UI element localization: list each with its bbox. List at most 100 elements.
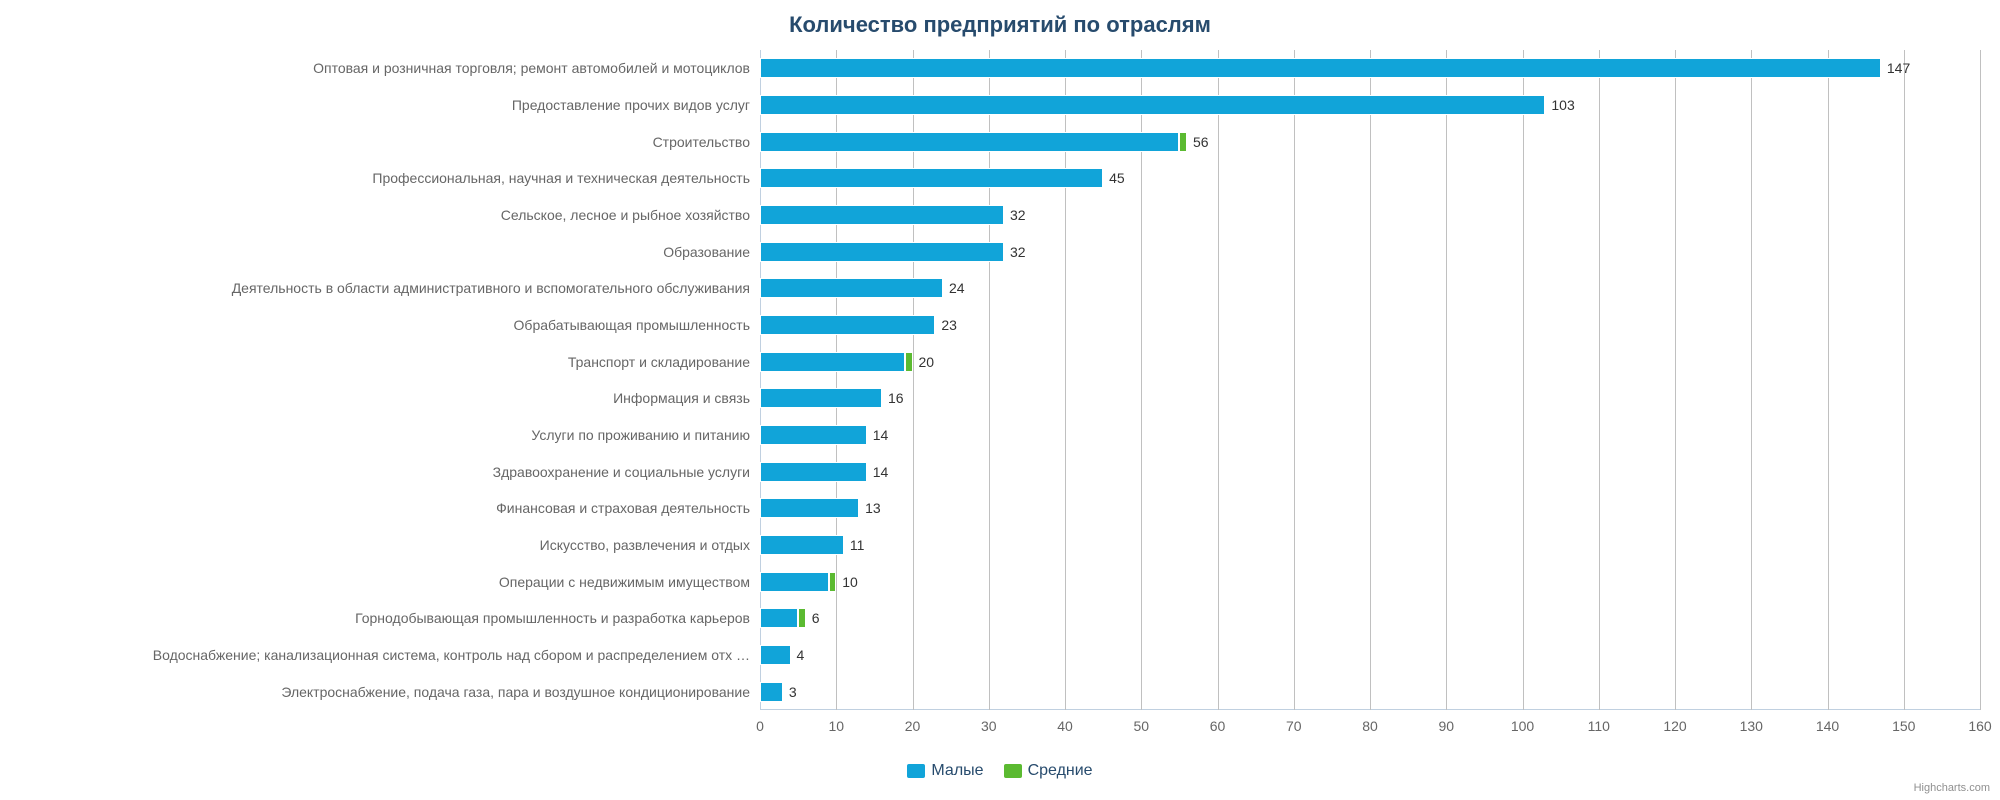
x-tick-label: 30 xyxy=(981,718,997,734)
bar-value-label: 16 xyxy=(888,390,904,406)
legend: Малые Средние xyxy=(0,762,2000,783)
bar-Малые[interactable] xyxy=(760,535,844,555)
bar-value-label: 24 xyxy=(949,280,965,296)
bar-value-label: 14 xyxy=(873,464,889,480)
bar-value-label: 3 xyxy=(789,684,797,700)
y-tick-label: Услуги по проживанию и питанию xyxy=(0,427,750,443)
bar-Малые[interactable] xyxy=(760,95,1545,115)
bar-Средние[interactable] xyxy=(1179,132,1187,152)
legend-swatch xyxy=(907,764,925,778)
bar-Малые[interactable] xyxy=(760,58,1881,78)
x-tick-label: 0 xyxy=(756,718,764,734)
legend-swatch xyxy=(1004,764,1022,778)
x-tick-label: 10 xyxy=(828,718,844,734)
bar-Малые[interactable] xyxy=(760,608,798,628)
bar-Малые[interactable] xyxy=(760,388,882,408)
y-tick-label: Финансовая и страховая деятельность xyxy=(0,500,750,516)
bar-value-label: 32 xyxy=(1010,207,1026,223)
legend-label: Средние xyxy=(1028,762,1093,780)
bar-row: 20 xyxy=(760,343,1980,380)
y-tick-label: Транспорт и складирование xyxy=(0,354,750,370)
bar-row: 24 xyxy=(760,270,1980,307)
bar-Малые[interactable] xyxy=(760,315,935,335)
bar-row: 6 xyxy=(760,600,1980,637)
bar-row: 103 xyxy=(760,87,1980,124)
y-tick-label: Оптовая и розничная торговля; ремонт авт… xyxy=(0,60,750,76)
y-tick-label: Здравоохранение и социальные услуги xyxy=(0,464,750,480)
y-tick-label: Горнодобывающая промышленность и разрабо… xyxy=(0,610,750,626)
bar-value-label: 147 xyxy=(1887,60,1910,76)
bar-Малые[interactable] xyxy=(760,572,829,592)
x-tick-label: 60 xyxy=(1210,718,1226,734)
x-tick-label: 150 xyxy=(1892,718,1915,734)
x-tick-label: 90 xyxy=(1438,718,1454,734)
bar-value-label: 10 xyxy=(842,574,858,590)
y-tick-label: Обрабатывающая промышленность xyxy=(0,317,750,333)
y-tick-label: Информация и связь xyxy=(0,390,750,406)
x-tick-label: 80 xyxy=(1362,718,1378,734)
bar-Малые[interactable] xyxy=(760,132,1179,152)
bar-Средние[interactable] xyxy=(829,572,837,592)
bar-Малые[interactable] xyxy=(760,242,1004,262)
x-tick-label: 70 xyxy=(1286,718,1302,734)
x-tick-label: 40 xyxy=(1057,718,1073,734)
bar-row: 4 xyxy=(760,637,1980,674)
y-tick-label: Искусство, развлечения и отдых xyxy=(0,537,750,553)
bar-row: 32 xyxy=(760,197,1980,234)
bar-row: 14 xyxy=(760,453,1980,490)
bar-Малые[interactable] xyxy=(760,168,1103,188)
bar-Малые[interactable] xyxy=(760,278,943,298)
y-tick-label: Предоставление прочих видов услуг xyxy=(0,97,750,113)
bar-Средние[interactable] xyxy=(798,608,806,628)
legend-item[interactable]: Средние xyxy=(1004,762,1093,780)
bar-value-label: 32 xyxy=(1010,244,1026,260)
y-tick-label: Водоснабжение; канализационная система, … xyxy=(0,647,750,663)
bar-value-label: 13 xyxy=(865,500,881,516)
bar-Малые[interactable] xyxy=(760,462,867,482)
y-tick-label: Операции с недвижимым имуществом xyxy=(0,574,750,590)
y-tick-label: Сельское, лесное и рыбное хозяйство xyxy=(0,207,750,223)
bar-value-label: 103 xyxy=(1551,97,1574,113)
x-tick-label: 140 xyxy=(1816,718,1839,734)
bar-row: 23 xyxy=(760,307,1980,344)
bar-row: 13 xyxy=(760,490,1980,527)
bar-row: 14 xyxy=(760,417,1980,454)
bar-row: 10 xyxy=(760,563,1980,600)
bar-Малые[interactable] xyxy=(760,352,905,372)
x-tick-label: 50 xyxy=(1133,718,1149,734)
bar-row: 11 xyxy=(760,527,1980,564)
bar-Малые[interactable] xyxy=(760,645,791,665)
legend-item[interactable]: Малые xyxy=(907,762,983,780)
legend-label: Малые xyxy=(931,762,983,780)
y-tick-label: Электроснабжение, подача газа, пара и во… xyxy=(0,684,750,700)
x-tick-label: 160 xyxy=(1968,718,1991,734)
bar-Малые[interactable] xyxy=(760,498,859,518)
industries-bar-chart: Количество предприятий по отраслям 0 10 20… xyxy=(0,0,2000,800)
bar-value-label: 14 xyxy=(873,427,889,443)
x-tick-label: 110 xyxy=(1588,718,1610,734)
credits-link[interactable]: Highcharts.com xyxy=(1914,782,1990,794)
bar-Малые[interactable] xyxy=(760,425,867,445)
bar-Малые[interactable] xyxy=(760,205,1004,225)
bar-value-label: 4 xyxy=(797,647,805,663)
bar-row: 56 xyxy=(760,123,1980,160)
bar-Средние[interactable] xyxy=(905,352,913,372)
y-tick-label: Образование xyxy=(0,244,750,260)
x-tick-label: 100 xyxy=(1511,718,1534,734)
bar-row: 16 xyxy=(760,380,1980,417)
x-tick-label: 20 xyxy=(905,718,921,734)
y-tick-label: Строительство xyxy=(0,134,750,150)
y-tick-label: Профессиональная, научная и техническая … xyxy=(0,170,750,186)
y-tick-label: Деятельность в области административного… xyxy=(0,280,750,296)
bar-value-label: 11 xyxy=(850,537,865,553)
bar-value-label: 45 xyxy=(1109,170,1125,186)
plot-area: 0102030405060708090100110120130140150160… xyxy=(760,50,1980,710)
x-tick-label: 130 xyxy=(1740,718,1763,734)
gridline xyxy=(1980,50,1981,710)
chart-title: Количество предприятий по отраслям xyxy=(0,12,2000,38)
bar-value-label: 56 xyxy=(1193,134,1209,150)
bar-value-label: 20 xyxy=(919,354,935,370)
bar-Малые[interactable] xyxy=(760,682,783,702)
bar-row: 147 xyxy=(760,50,1980,87)
bar-row: 32 xyxy=(760,233,1980,270)
